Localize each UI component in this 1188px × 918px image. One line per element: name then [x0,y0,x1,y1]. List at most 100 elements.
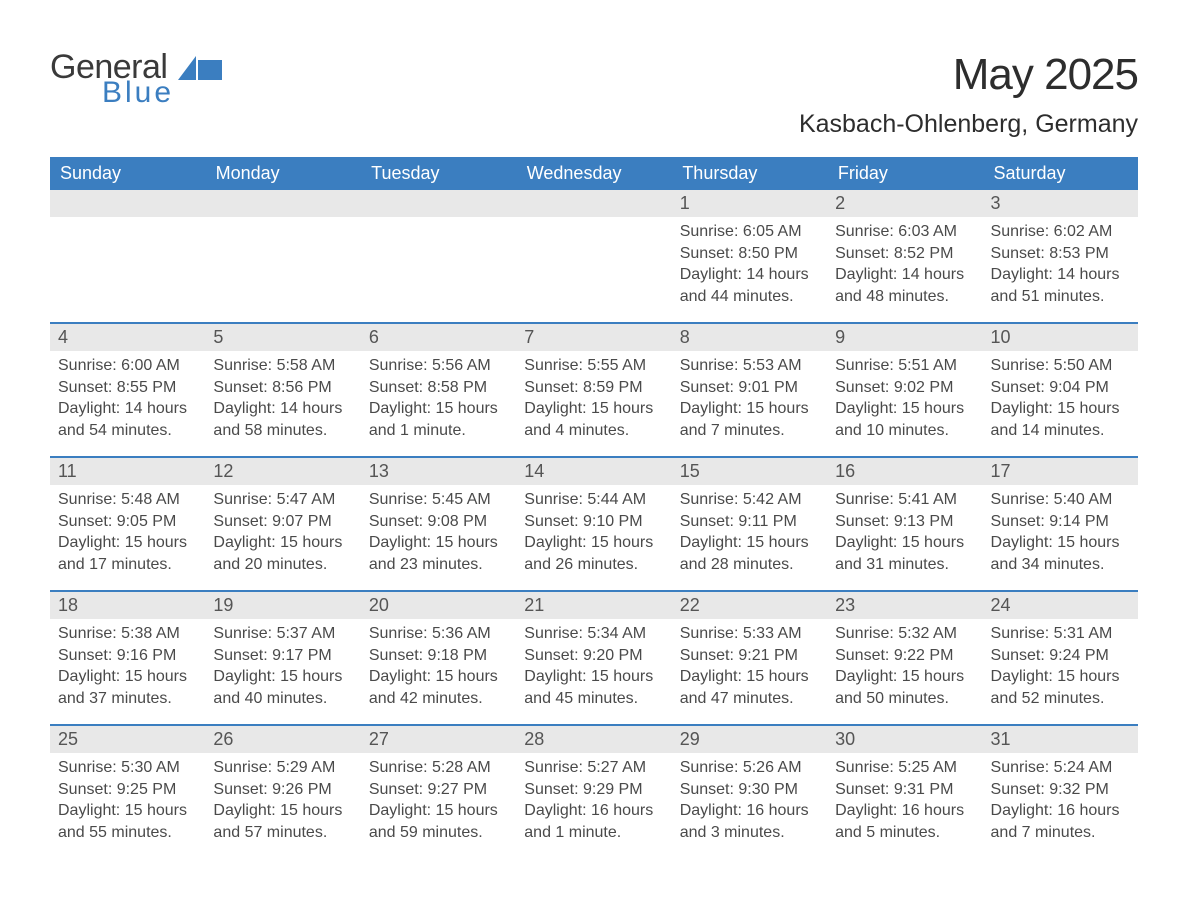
daylight-line2: and 23 minutes. [369,554,512,576]
day-cell: 12Sunrise: 5:47 AMSunset: 9:07 PMDayligh… [205,458,360,590]
daylight-line1: Daylight: 15 hours [680,532,823,554]
day-number: 12 [205,458,360,485]
day-cell [361,190,516,322]
daylight-line1: Daylight: 15 hours [213,666,356,688]
day-number: 13 [361,458,516,485]
sunset-text: Sunset: 9:07 PM [213,511,356,533]
day-cell: 1Sunrise: 6:05 AMSunset: 8:50 PMDaylight… [672,190,827,322]
daylight-line1: Daylight: 15 hours [369,532,512,554]
sunrise-text: Sunrise: 5:33 AM [680,623,823,645]
sunrise-text: Sunrise: 5:32 AM [835,623,978,645]
day-cell: 8Sunrise: 5:53 AMSunset: 9:01 PMDaylight… [672,324,827,456]
daylight-line2: and 52 minutes. [991,688,1134,710]
daylight-line1: Daylight: 14 hours [58,398,201,420]
day-cell: 4Sunrise: 6:00 AMSunset: 8:55 PMDaylight… [50,324,205,456]
sunrise-text: Sunrise: 5:29 AM [213,757,356,779]
weekday-header: Tuesday [361,157,517,190]
brand-flag-icon [178,56,224,86]
day-number: 22 [672,592,827,619]
daylight-line2: and 17 minutes. [58,554,201,576]
sunset-text: Sunset: 8:59 PM [524,377,667,399]
day-details: Sunrise: 5:50 AMSunset: 9:04 PMDaylight:… [983,351,1138,441]
week-row: 25Sunrise: 5:30 AMSunset: 9:25 PMDayligh… [50,724,1138,858]
day-cell: 9Sunrise: 5:51 AMSunset: 9:02 PMDaylight… [827,324,982,456]
daylight-line2: and 7 minutes. [680,420,823,442]
day-number [50,190,205,217]
sunrise-text: Sunrise: 5:47 AM [213,489,356,511]
day-number: 9 [827,324,982,351]
sunrise-text: Sunrise: 6:02 AM [991,221,1134,243]
week-row: 1Sunrise: 6:05 AMSunset: 8:50 PMDaylight… [50,190,1138,322]
daylight-line2: and 48 minutes. [835,286,978,308]
sunset-text: Sunset: 9:22 PM [835,645,978,667]
sunrise-text: Sunrise: 5:48 AM [58,489,201,511]
daylight-line1: Daylight: 15 hours [991,666,1134,688]
daylight-line2: and 45 minutes. [524,688,667,710]
day-number: 27 [361,726,516,753]
day-details: Sunrise: 5:25 AMSunset: 9:31 PMDaylight:… [827,753,982,843]
daylight-line2: and 1 minute. [524,822,667,844]
sunrise-text: Sunrise: 5:53 AM [680,355,823,377]
weekday-header: Wednesday [517,157,673,190]
day-details: Sunrise: 5:31 AMSunset: 9:24 PMDaylight:… [983,619,1138,709]
daylight-line2: and 58 minutes. [213,420,356,442]
sunrise-text: Sunrise: 5:40 AM [991,489,1134,511]
daylight-line2: and 14 minutes. [991,420,1134,442]
day-number: 19 [205,592,360,619]
day-details: Sunrise: 5:40 AMSunset: 9:14 PMDaylight:… [983,485,1138,575]
day-cell: 22Sunrise: 5:33 AMSunset: 9:21 PMDayligh… [672,592,827,724]
daylight-line1: Daylight: 15 hours [991,398,1134,420]
sunrise-text: Sunrise: 5:55 AM [524,355,667,377]
day-number: 24 [983,592,1138,619]
day-cell: 26Sunrise: 5:29 AMSunset: 9:26 PMDayligh… [205,726,360,858]
day-number: 29 [672,726,827,753]
day-number: 15 [672,458,827,485]
sunset-text: Sunset: 8:55 PM [58,377,201,399]
title-block: May 2025 Kasbach-Ohlenberg, Germany [799,50,1138,139]
sunrise-text: Sunrise: 5:26 AM [680,757,823,779]
daylight-line1: Daylight: 15 hours [58,800,201,822]
sunset-text: Sunset: 9:04 PM [991,377,1134,399]
daylight-line2: and 28 minutes. [680,554,823,576]
weekday-header: Saturday [983,157,1138,190]
day-number: 18 [50,592,205,619]
day-number: 2 [827,190,982,217]
sunset-text: Sunset: 9:08 PM [369,511,512,533]
day-number [516,190,671,217]
sunset-text: Sunset: 9:10 PM [524,511,667,533]
day-details: Sunrise: 5:26 AMSunset: 9:30 PMDaylight:… [672,753,827,843]
day-details: Sunrise: 6:03 AMSunset: 8:52 PMDaylight:… [827,217,982,307]
sunset-text: Sunset: 9:17 PM [213,645,356,667]
day-cell: 3Sunrise: 6:02 AMSunset: 8:53 PMDaylight… [983,190,1138,322]
daylight-line1: Daylight: 15 hours [680,398,823,420]
day-number: 25 [50,726,205,753]
sunrise-text: Sunrise: 5:28 AM [369,757,512,779]
sunset-text: Sunset: 9:21 PM [680,645,823,667]
week-row: 18Sunrise: 5:38 AMSunset: 9:16 PMDayligh… [50,590,1138,724]
daylight-line2: and 51 minutes. [991,286,1134,308]
daylight-line2: and 5 minutes. [835,822,978,844]
daylight-line2: and 40 minutes. [213,688,356,710]
day-details: Sunrise: 5:38 AMSunset: 9:16 PMDaylight:… [50,619,205,709]
day-number: 31 [983,726,1138,753]
weekday-header: Thursday [672,157,828,190]
day-cell [516,190,671,322]
sunset-text: Sunset: 8:52 PM [835,243,978,265]
day-details: Sunrise: 5:42 AMSunset: 9:11 PMDaylight:… [672,485,827,575]
daylight-line2: and 1 minute. [369,420,512,442]
daylight-line1: Daylight: 15 hours [524,666,667,688]
day-number: 10 [983,324,1138,351]
day-cell: 27Sunrise: 5:28 AMSunset: 9:27 PMDayligh… [361,726,516,858]
daylight-line2: and 57 minutes. [213,822,356,844]
sunset-text: Sunset: 9:18 PM [369,645,512,667]
day-details: Sunrise: 5:47 AMSunset: 9:07 PMDaylight:… [205,485,360,575]
daylight-line2: and 31 minutes. [835,554,978,576]
day-cell: 7Sunrise: 5:55 AMSunset: 8:59 PMDaylight… [516,324,671,456]
day-details: Sunrise: 5:29 AMSunset: 9:26 PMDaylight:… [205,753,360,843]
day-details: Sunrise: 5:37 AMSunset: 9:17 PMDaylight:… [205,619,360,709]
sunset-text: Sunset: 9:24 PM [991,645,1134,667]
weekday-header: Sunday [50,157,206,190]
daylight-line1: Daylight: 15 hours [524,532,667,554]
daylight-line1: Daylight: 15 hours [835,532,978,554]
daylight-line2: and 10 minutes. [835,420,978,442]
